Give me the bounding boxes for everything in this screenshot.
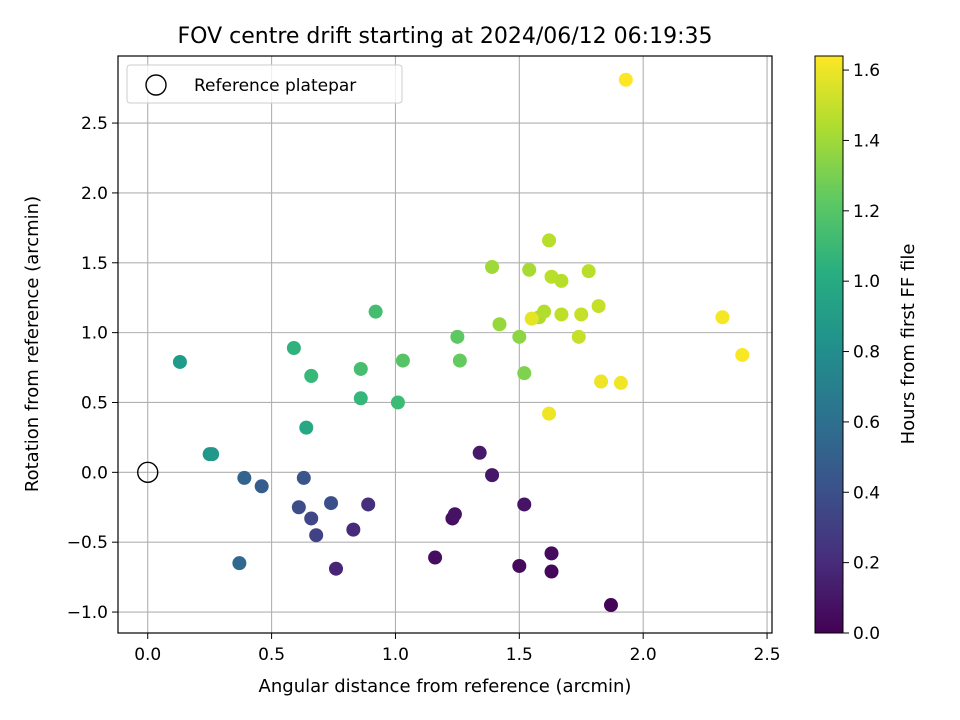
colorbar: 0.0 0.2 0.4 0.6 0.8 1.0 1.2 1.4 1.6 Hours from f… [814,55,919,644]
colorbar-label: Hours from first FF file [898,244,919,445]
colorbar-ticks: 0.0 0.2 0.4 0.6 0.8 1.0 1.2 1.4 1.6 [843,61,880,644]
reference-point-marker [137,461,159,484]
data-point [395,353,410,368]
plot-frame [117,55,773,634]
x-tick-label: 1.5 [506,645,533,665]
colorbar-tick-label: 0.8 [853,343,880,363]
x-axis-ticks: 0.0 0.5 1.0 1.5 2.0 2.5 [134,633,781,665]
data-point [205,447,220,462]
data-point [232,556,247,571]
data-point [329,561,343,576]
data-point [618,72,633,87]
colorbar-tick-label: 1.2 [853,202,880,222]
colorbar-gradient [814,55,844,634]
data-point [450,329,465,344]
legend-marker [145,74,167,96]
data-point [324,496,339,511]
grid-lines [118,56,772,633]
x-tick-label: 2.0 [630,645,657,665]
data-point [735,347,750,362]
data-point [492,317,507,332]
data-point [428,550,443,565]
colorbar-tick-label: 0.0 [853,624,880,644]
data-point [361,497,376,512]
reference-marker-group [137,461,159,484]
data-point [537,304,552,319]
data-point [452,353,467,368]
data-point [517,366,532,381]
y-axis-ticks: −1.0 −0.5 0.0 0.5 1.0 1.5 2.0 2.5 [67,114,118,623]
data-point [346,522,361,537]
y-tick-label: −1.0 [67,603,108,623]
y-tick-label: 0.5 [81,393,108,413]
colorbar-tick-label: 1.0 [853,272,880,292]
data-point [512,558,527,573]
data-point [485,468,500,483]
data-point [390,395,405,410]
data-points [172,72,750,613]
y-tick-label: 1.5 [81,254,108,274]
data-point [309,528,324,543]
data-point [172,354,187,369]
data-point [286,340,301,355]
data-point [574,307,589,322]
x-axis-label: Angular distance from reference (arcmin) [259,676,632,697]
colorbar-tick-label: 1.4 [853,131,880,151]
data-point [554,307,569,322]
data-point [571,329,586,344]
y-tick-label: 2.5 [81,114,108,134]
colorbar-tick-label: 1.6 [853,61,880,81]
data-point [512,329,527,344]
data-point [447,507,462,522]
data-point [517,497,532,512]
legend-box [126,64,403,104]
data-point [291,500,306,515]
x-tick-label: 1.0 [382,645,409,665]
colorbar-tick-label: 0.6 [853,413,880,433]
x-tick-label: 0.5 [258,645,285,665]
legend: Reference platepar [126,64,403,104]
data-point [544,546,559,561]
data-point [581,264,596,279]
y-tick-label: 0.0 [81,463,108,483]
data-point [542,233,557,248]
data-point [522,262,537,277]
colorbar-tick-label: 0.4 [853,483,880,503]
data-point [591,299,606,314]
data-point [353,361,368,376]
y-tick-label: 1.0 [81,324,108,344]
data-point [594,374,609,389]
data-point [237,470,252,485]
data-point [715,310,730,325]
data-point [472,445,487,460]
data-point [254,479,269,494]
x-tick-label: 2.5 [754,645,781,665]
data-point [353,391,368,406]
data-point [304,511,319,526]
y-tick-label: 2.0 [81,184,108,204]
data-point [368,304,383,319]
data-point [613,375,628,390]
legend-entry-label: Reference platepar [194,76,356,96]
data-point [554,273,569,288]
data-point [304,368,319,383]
colorbar-tick-label: 0.2 [853,554,880,574]
data-point [296,470,311,485]
data-point [544,564,559,579]
data-point [603,598,618,613]
data-point [299,420,314,435]
chart-title: FOV centre drift starting at 2024/06/12 … [178,24,713,49]
data-point [524,311,539,326]
y-tick-label: −0.5 [67,533,108,553]
x-tick-label: 0.0 [134,645,161,665]
data-point [542,406,557,421]
y-axis-label: Rotation from reference (arcmin) [22,196,43,492]
data-point [485,259,500,274]
